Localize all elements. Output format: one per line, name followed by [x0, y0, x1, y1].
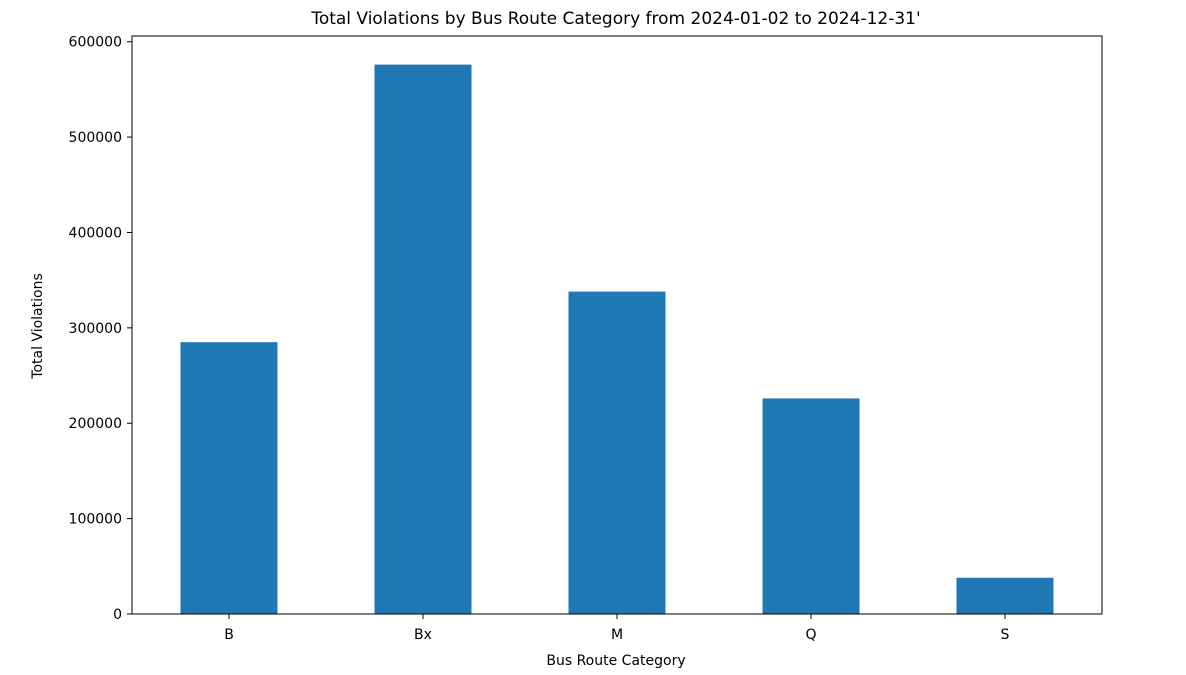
bars-group — [180, 64, 1054, 614]
bar-q — [762, 398, 860, 614]
x-tick-label: B — [224, 627, 234, 643]
bar-m — [568, 291, 666, 614]
y-tick-label: 600000 — [69, 35, 122, 51]
y-axis-ticks: 0 100000 200000 300000 400000 500000 600000 — [69, 35, 132, 623]
x-axis-label: Bus Route Category — [546, 653, 685, 669]
bar-b — [180, 342, 278, 614]
bar-s — [956, 577, 1054, 614]
bar-bx — [374, 64, 472, 614]
y-tick-label: 400000 — [69, 225, 122, 241]
x-tick-label: S — [1001, 627, 1010, 643]
y-axis-label: Total Violations — [30, 273, 46, 379]
y-tick-label: 500000 — [69, 130, 122, 146]
x-tick-label: Q — [805, 627, 816, 643]
y-tick-label: 300000 — [69, 321, 122, 337]
x-tick-label: M — [611, 627, 623, 643]
y-tick-label: 100000 — [69, 512, 122, 528]
y-tick-label: 200000 — [69, 416, 122, 432]
y-tick-label: 0 — [113, 607, 122, 623]
x-axis-ticks: B Bx M Q S — [224, 614, 1010, 643]
plot-area-frame — [131, 35, 1103, 615]
chart-title: Total Violations by Bus Route Category f… — [310, 9, 920, 29]
x-tick-label: Bx — [414, 627, 432, 643]
